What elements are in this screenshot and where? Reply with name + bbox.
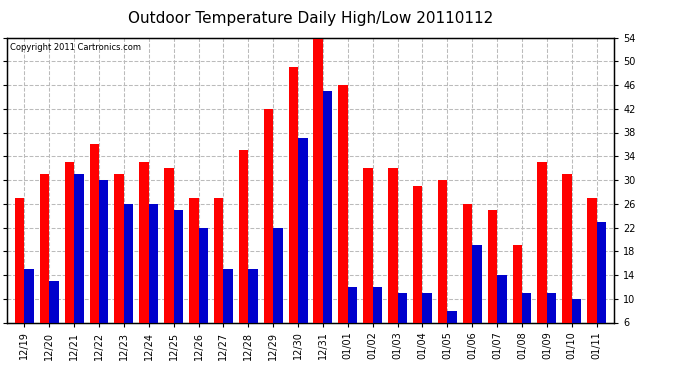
Bar <box>597 222 606 358</box>
Bar <box>65 162 74 358</box>
Bar <box>587 198 597 358</box>
Bar <box>40 174 49 358</box>
Bar <box>472 245 482 358</box>
Bar <box>348 287 357 358</box>
Bar <box>497 275 506 358</box>
Bar <box>174 210 183 358</box>
Bar <box>189 198 199 358</box>
Bar <box>214 198 224 358</box>
Text: Copyright 2011 Cartronics.com: Copyright 2011 Cartronics.com <box>10 43 141 52</box>
Bar <box>397 293 407 358</box>
Bar <box>99 180 108 358</box>
Bar <box>422 293 432 358</box>
Bar <box>388 168 397 358</box>
Bar <box>124 204 133 358</box>
Bar <box>264 109 273 358</box>
Bar <box>139 162 149 358</box>
Bar <box>90 144 99 358</box>
Bar <box>15 198 24 358</box>
Bar <box>338 85 348 358</box>
Bar <box>463 204 472 358</box>
Bar <box>373 287 382 358</box>
Bar <box>24 269 34 358</box>
Bar <box>562 174 572 358</box>
Bar <box>298 138 308 358</box>
Bar <box>313 38 323 358</box>
Bar <box>115 174 124 358</box>
Bar <box>164 168 174 358</box>
Bar <box>488 210 497 358</box>
Bar <box>239 150 248 358</box>
Bar <box>323 91 333 358</box>
Bar <box>538 162 547 358</box>
Text: Outdoor Temperature Daily High/Low 20110112: Outdoor Temperature Daily High/Low 20110… <box>128 11 493 26</box>
Bar <box>49 281 59 358</box>
Bar <box>363 168 373 358</box>
Bar <box>413 186 422 358</box>
Bar <box>248 269 258 358</box>
Bar <box>74 174 83 358</box>
Bar <box>224 269 233 358</box>
Bar <box>447 310 457 358</box>
Bar <box>522 293 531 358</box>
Bar <box>438 180 447 358</box>
Bar <box>547 293 556 358</box>
Bar <box>149 204 158 358</box>
Bar <box>288 67 298 358</box>
Bar <box>273 228 283 358</box>
Bar <box>513 245 522 358</box>
Bar <box>199 228 208 358</box>
Bar <box>572 299 581 358</box>
